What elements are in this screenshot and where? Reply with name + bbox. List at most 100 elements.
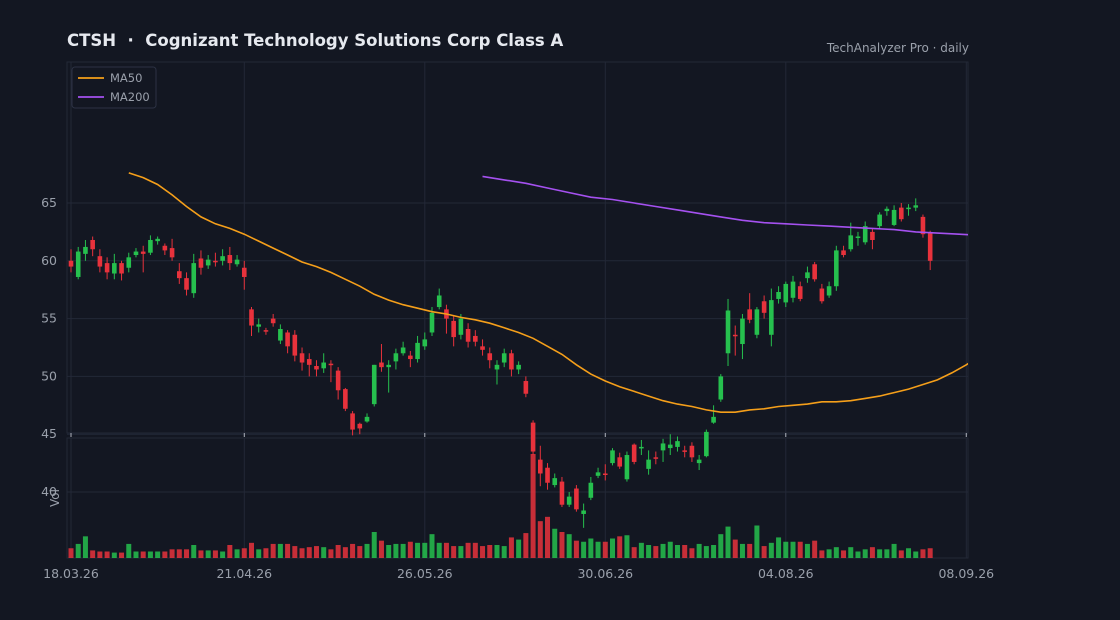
volume-bar: [696, 543, 702, 558]
candle-body: [704, 431, 709, 457]
volume-bar: [241, 548, 247, 558]
candles: [68, 198, 933, 528]
volume-bar: [191, 545, 197, 558]
candle-body: [83, 246, 88, 254]
candle-body: [523, 381, 529, 394]
candle-body: [602, 473, 608, 476]
volume-bar: [906, 548, 912, 558]
y-tick-label: 40: [41, 484, 57, 499]
volume-bar: [725, 526, 731, 558]
volume-bar: [631, 547, 637, 558]
candle-body: [292, 334, 298, 356]
grid: [66, 61, 969, 559]
candle-body: [198, 258, 204, 268]
volume-bar: [667, 541, 673, 558]
volume-bar: [147, 551, 153, 558]
candle-body: [501, 353, 507, 363]
candle-body: [660, 443, 666, 451]
candle-body: [538, 459, 543, 474]
candle-body: [718, 376, 724, 400]
volume-bar: [458, 546, 464, 558]
candle-body: [177, 271, 182, 279]
candle-body: [913, 205, 919, 208]
candle-body: [747, 309, 752, 320]
volume-bar: [869, 547, 875, 558]
volume-bars: [68, 454, 933, 558]
candle-body: [682, 450, 687, 452]
volume-bar: [739, 543, 745, 558]
volume-bar: [732, 539, 738, 558]
candle-body: [711, 416, 716, 423]
candle-body: [68, 260, 74, 267]
candle-body: [841, 250, 846, 256]
x-tick-label: 26.05.26: [397, 566, 453, 581]
volume-bar: [595, 541, 601, 558]
candle-body: [783, 283, 789, 303]
candle-body: [877, 214, 882, 227]
volume-bar: [660, 543, 666, 558]
volume-bar: [169, 549, 175, 558]
candle-body: [234, 259, 240, 265]
candle-body: [480, 346, 485, 350]
volume-bar: [638, 542, 644, 558]
volume-bar: [862, 549, 868, 558]
candle-body: [408, 355, 413, 360]
candle-body: [696, 459, 702, 464]
volume-bar: [566, 534, 572, 558]
candle-body: [205, 259, 211, 266]
volume-bar: [913, 551, 919, 558]
volume-bar: [133, 551, 139, 558]
x-tick-label: 08.09.26: [938, 566, 994, 581]
volume-bar: [516, 539, 522, 558]
volume-bar: [848, 547, 854, 558]
volume-bar: [855, 551, 861, 558]
candle-body: [335, 370, 341, 391]
legend-label: MA50: [110, 71, 142, 85]
candle-body: [487, 353, 493, 361]
candle-body: [819, 288, 825, 302]
candle-body: [314, 365, 319, 370]
candle-body: [927, 233, 933, 261]
candle-body: [631, 444, 637, 462]
x-tick-label: 18.03.26: [43, 566, 99, 581]
candle-body: [429, 312, 435, 333]
volume-bar: [111, 552, 117, 558]
candle-body: [343, 389, 348, 409]
x-tick-label: 30.06.26: [577, 566, 633, 581]
volume-bar: [754, 525, 760, 558]
volume-bar: [119, 552, 125, 558]
candle-body: [790, 281, 796, 298]
candle-body: [797, 286, 803, 299]
ma200-line: [482, 175, 968, 236]
volume-bar: [415, 542, 421, 558]
volume-bar: [176, 549, 182, 558]
volume-bar: [97, 551, 103, 558]
candle-body: [104, 263, 110, 273]
candle-body: [559, 481, 565, 505]
volume-bar: [140, 551, 146, 558]
volume-bar: [90, 550, 96, 558]
candle-body: [458, 318, 464, 335]
volume-bar: [646, 545, 652, 558]
volume-bar: [227, 545, 233, 558]
candle-body: [140, 251, 146, 254]
candle-body: [675, 441, 680, 447]
volume-bar: [184, 549, 190, 558]
candle-body: [870, 231, 875, 240]
candle-body: [805, 272, 810, 279]
candle-body: [509, 353, 514, 370]
volume-bar: [581, 541, 587, 558]
volume-bar: [494, 545, 500, 558]
candle-body: [848, 235, 854, 250]
volume-bar: [443, 542, 449, 558]
candle-body: [834, 250, 839, 287]
volume-bar: [155, 551, 161, 558]
volume-bar: [270, 543, 276, 558]
candle-body: [119, 263, 124, 274]
volume-bar: [292, 546, 298, 558]
volume-bar: [898, 550, 904, 558]
volume-bar: [249, 542, 254, 558]
candle-body: [899, 207, 904, 220]
volume-bar: [277, 543, 283, 558]
